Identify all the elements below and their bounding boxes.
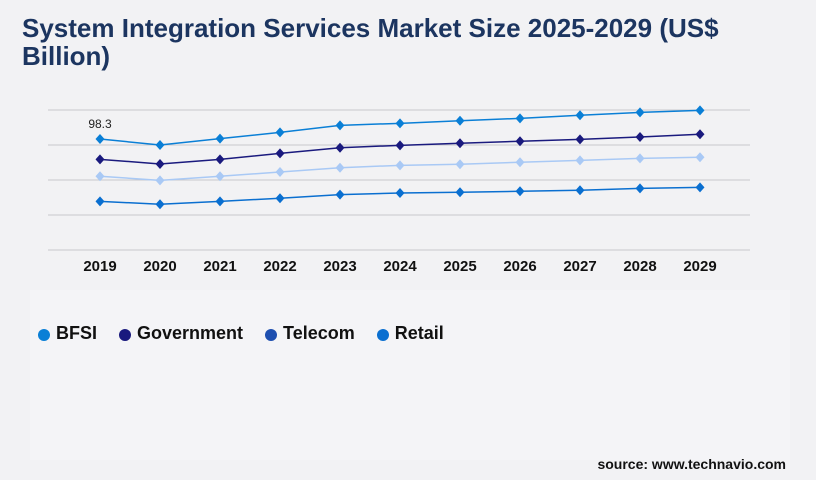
- data-point: [395, 118, 405, 129]
- legend-marker-icon: [38, 329, 50, 341]
- data-point: [575, 134, 585, 145]
- x-tick-label: 2019: [83, 258, 116, 275]
- line-chart: 2019 2020 2021 2022 2023 2024 2025 2026 2027 2028…: [48, 105, 750, 275]
- legend-marker-icon: [376, 329, 389, 341]
- data-point: [635, 131, 645, 142]
- legend: BFSI Government Telecom Retail: [38, 323, 444, 344]
- x-tick-label: 2022: [263, 258, 296, 275]
- x-tick-label: 2020: [143, 258, 176, 275]
- data-point: [455, 138, 465, 149]
- data-point: [695, 129, 705, 140]
- data-point: [395, 160, 405, 171]
- data-point: [215, 171, 225, 182]
- x-tick-label: 2026: [503, 258, 536, 275]
- data-point: [575, 110, 585, 121]
- data-point: [215, 154, 225, 165]
- data-point: [695, 152, 705, 163]
- legend-label: Telecom: [283, 323, 355, 343]
- data-point: [335, 142, 345, 153]
- data-point: [155, 140, 165, 150]
- data-point: [515, 186, 525, 197]
- x-tick-label: 2025: [443, 258, 476, 275]
- data-point: [695, 105, 705, 116]
- legend-item: Retail: [376, 323, 444, 344]
- data-point: [155, 158, 165, 169]
- data-point: [275, 166, 285, 177]
- legend-marker-icon: [265, 329, 278, 341]
- legend-item: Government: [119, 323, 243, 344]
- x-tick-label: 2028: [623, 258, 656, 275]
- data-point: [95, 134, 105, 145]
- data-point: [215, 196, 225, 207]
- data-point: [635, 183, 645, 194]
- chart-title: System Integration Services Market Size …: [22, 13, 719, 71]
- data-point: [515, 136, 525, 147]
- legend-label: Retail: [394, 323, 444, 343]
- legend-marker-icon: [119, 329, 132, 341]
- data-point: [155, 175, 165, 186]
- data-point: [395, 140, 405, 151]
- legend-item: BFSI: [38, 323, 97, 344]
- lower-panel: [30, 290, 790, 460]
- data-point: [455, 187, 465, 198]
- source-text: source: www.technavio.com: [597, 456, 786, 472]
- data-point: [635, 153, 645, 164]
- data-point: [275, 148, 285, 159]
- data-point: [455, 115, 465, 126]
- x-tick-label: 2027: [563, 258, 596, 275]
- data-point: [215, 133, 225, 144]
- data-point: [575, 155, 585, 166]
- data-point: [275, 193, 285, 204]
- data-point: [335, 189, 345, 200]
- data-point: [515, 113, 525, 124]
- data-point: [635, 107, 645, 118]
- data-point: [155, 199, 165, 210]
- x-tick-label: 2024: [383, 258, 417, 275]
- x-tick-label: 2023: [323, 258, 356, 275]
- data-point: [95, 154, 105, 165]
- data-point: [395, 187, 405, 198]
- legend-label: Government: [137, 323, 244, 343]
- data-point: [95, 171, 105, 182]
- legend-label: BFSI: [56, 323, 98, 343]
- data-point: [95, 196, 105, 207]
- data-point: [335, 120, 345, 131]
- data-point: [575, 185, 585, 196]
- data-point: [515, 157, 525, 168]
- data-point: [275, 127, 285, 138]
- legend-item: Telecom: [265, 323, 355, 344]
- x-tick-label: 2021: [203, 258, 236, 275]
- x-tick-label: 2029: [683, 258, 716, 275]
- data-point: [455, 159, 465, 170]
- data-point: [335, 162, 345, 173]
- data-label: 98.3: [88, 117, 112, 131]
- data-point: [695, 182, 705, 193]
